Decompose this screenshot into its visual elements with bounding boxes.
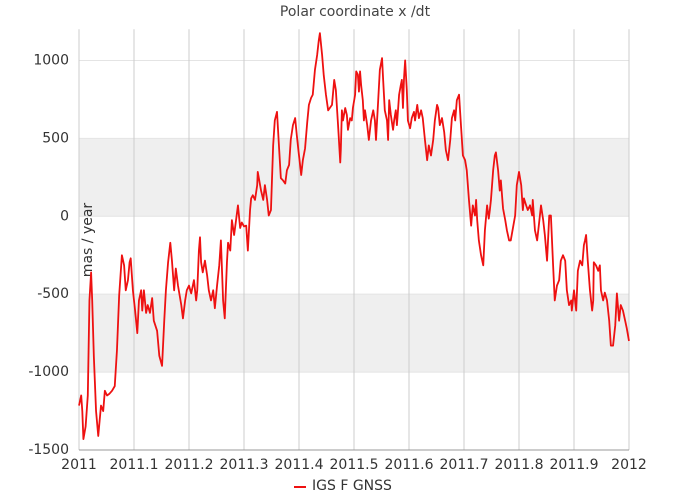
y-tick-label: -500: [37, 286, 69, 302]
y-tick-label: 500: [42, 130, 69, 146]
x-tick-label: 2011.9: [550, 457, 599, 473]
x-tick-label: 2011.5: [330, 457, 379, 473]
y-tick-label: 0: [60, 208, 69, 224]
chart-title: Polar coordinate x /dt: [280, 4, 431, 20]
y-tick-label: -1500: [28, 442, 69, 458]
data-line: [78, 32, 630, 440]
x-tick-label: 2011.3: [220, 457, 269, 473]
x-tick-label: 2011.8: [495, 457, 544, 473]
x-tick-label: 2011.2: [165, 457, 214, 473]
legend-label: IGS F GNSS: [312, 478, 392, 494]
y-tick-label: 1000: [33, 52, 69, 68]
y-axis-label: mas / year: [80, 203, 96, 278]
x-tick-label: 2012: [611, 457, 647, 473]
y-tick-label: -1000: [28, 364, 69, 380]
x-tick-label: 2011: [61, 457, 97, 473]
x-tick-label: 2011.4: [275, 457, 324, 473]
grid: [78, 29, 630, 451]
x-tick-label: 2011.7: [440, 457, 489, 473]
x-tick-label: 2011.1: [110, 457, 159, 473]
x-tick-label: 2011.6: [385, 457, 434, 473]
